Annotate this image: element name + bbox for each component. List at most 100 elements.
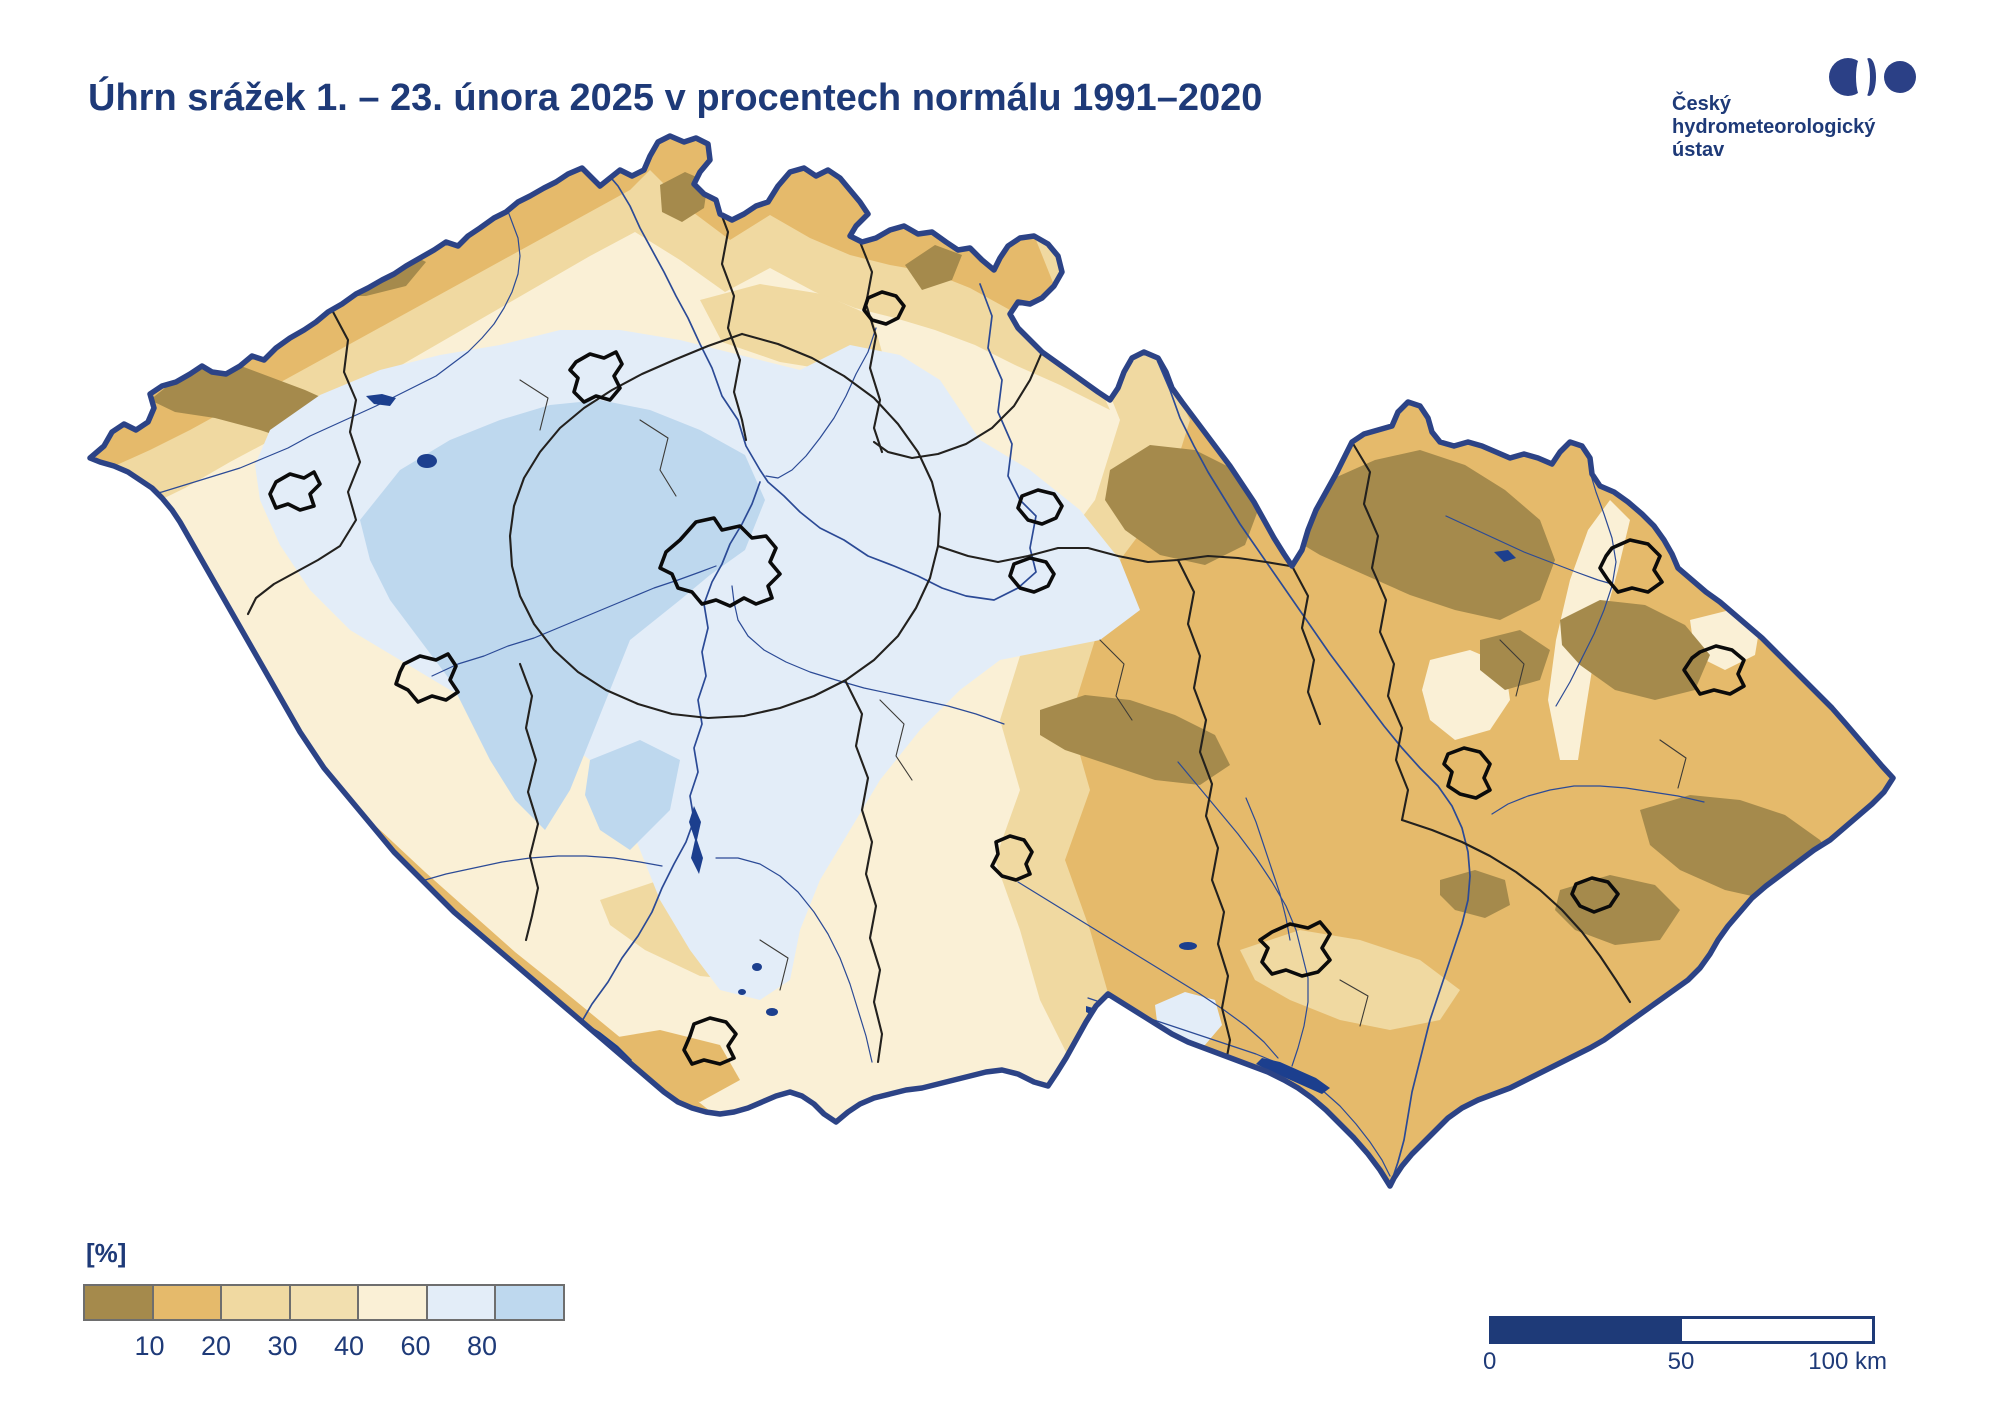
legend-tick-label: 30 [267, 1331, 298, 1361]
logo-line-3: ústav [1672, 139, 1725, 161]
scale-bar-filled-half [1492, 1319, 1682, 1341]
zone-gt80-south-lobe [585, 740, 680, 850]
kraj-border-ustecky-liberecky [714, 198, 748, 442]
nechranice-reservoir [366, 394, 396, 406]
river-otava [417, 855, 663, 883]
kraj-border-karlovarsky [246, 308, 362, 616]
kraj-border-olomoucky-moravskoslezsky [1350, 440, 1410, 822]
legend-tick-label: 60 [400, 1331, 431, 1361]
logo-line-2: hydrometeorologický [1672, 116, 1876, 138]
zone-lt10-orlicke [1030, 295, 1100, 350]
zone-lt10-krkonose [905, 245, 962, 290]
river-jizera [765, 327, 877, 479]
river-sazava [731, 585, 1005, 725]
city-boundary-plzen [394, 652, 460, 704]
legend-swatch [220, 1284, 291, 1321]
kraj-border-plzensky-jihocesky [518, 662, 540, 942]
river-vltava [577, 481, 761, 1029]
legend-tick-label: 40 [333, 1331, 365, 1361]
city-boundaries [268, 290, 1746, 1066]
region-borders [246, 198, 1687, 1064]
orlik-reservoir [689, 806, 703, 874]
trebon-pond-2 [766, 1008, 778, 1016]
country-border [87, 133, 1896, 1189]
city-boundary-karlovy-vary [268, 470, 322, 512]
city-boundary-ostrava [1598, 538, 1664, 594]
scale-bar-track [1489, 1316, 1875, 1344]
legend-tick-label: 10 [134, 1331, 165, 1361]
district-border-1 [639, 419, 677, 497]
legend-swatch [151, 1284, 222, 1321]
river-morava [1157, 361, 1471, 1181]
scale-bar-labels: 0 50 100 km [1483, 1348, 1887, 1375]
rivers [135, 167, 1705, 1181]
nove-mlyny-reservoir [1256, 1058, 1330, 1094]
city-boundary-liberec [862, 290, 906, 326]
city-boundary-ceske-budejovice [682, 1016, 738, 1066]
scale-bar: 0 50 100 km [1483, 1316, 1887, 1376]
legend-swatch [494, 1284, 565, 1321]
district-border-8 [1659, 739, 1687, 789]
district-border-7 [1339, 979, 1369, 1027]
scale-label-mid: 50 [1667, 1348, 1695, 1375]
legend-unit-label: [%] [86, 1238, 127, 1268]
city-boundary-olomouc [1442, 746, 1492, 800]
legend-color-bar [83, 1284, 565, 1321]
zone-lt10-jeseniky [1290, 450, 1555, 620]
kraj-border-pardubicky-south [936, 544, 1292, 568]
city-boundary-praha [658, 516, 782, 608]
river-ohre [135, 205, 521, 499]
river-berounka [431, 565, 717, 677]
legend-tick-label: 20 [200, 1331, 232, 1361]
zone-lt10-chriby [1440, 870, 1510, 918]
kraj-border-pardubicky-olomoucky [1290, 564, 1322, 726]
city-boundary-zlin [1570, 876, 1620, 914]
river-jihlava [1017, 881, 1279, 1059]
city-boundary-karvina [1682, 644, 1746, 696]
scale-label-end: 100 km [1808, 1348, 1887, 1375]
kraj-border-zlinsky-south [1400, 818, 1632, 1004]
legend-swatch [425, 1284, 496, 1321]
kraj-border-vysocina-jihomoravsky [1176, 558, 1232, 1064]
river-opava [1445, 515, 1613, 585]
zone-gt80-bohemia-core [360, 400, 765, 830]
kraj-border-liberecky-kralovehradecky [858, 240, 884, 454]
legend-swatch [83, 1284, 154, 1321]
city-boundary-pardubice [1008, 556, 1056, 594]
chmu-logo-icon [1829, 55, 1916, 100]
chmu-logo-text: Český hydrometeorologický ústav [1672, 93, 1875, 162]
district-border-2 [879, 699, 913, 781]
river-luznice [715, 857, 873, 1063]
kraj-border-kralovehradecky-pardubicky [872, 350, 1044, 460]
zone-lt10-vitkov [1480, 630, 1550, 690]
scale-label-start: 0 [1483, 1348, 1497, 1375]
zone-20-30-polabi-strip [700, 284, 882, 372]
river-labe [593, 167, 1037, 601]
legend-ticks: 10 20 30 40 60 80 [83, 1331, 553, 1361]
kraj-border-jihocesky-vysocina [844, 680, 884, 1064]
city-boundary-hradec-kralove [1016, 488, 1064, 526]
zone-lt10-zdar [1040, 695, 1230, 785]
zone-20-30-south-moravia [1240, 930, 1460, 1030]
slezska-harta-reservoir [1494, 550, 1516, 562]
district-border-5 [1499, 639, 1525, 697]
river-svitava [1245, 797, 1291, 941]
legend-swatch [357, 1284, 428, 1321]
zone-10-20-sumava-band [280, 745, 715, 1118]
city-boundary-brno [1258, 920, 1332, 978]
district-border-3 [1099, 639, 1133, 721]
legend-swatch [288, 1284, 359, 1321]
polabi-pond [417, 454, 437, 468]
river-svratka [1177, 761, 1309, 1067]
city-boundary-usti-nad-labem [568, 350, 624, 404]
chmu-logo: Český hydrometeorologický ústav [1660, 55, 1920, 175]
trebon-pond-3 [738, 989, 746, 995]
logo-line-1: Český [1672, 93, 1731, 115]
district-border-4 [519, 379, 549, 431]
trebon-pond-1 [752, 963, 762, 971]
dalesice-reservoir [1179, 942, 1197, 950]
page-title: Úhrn srážek 1. – 23. února 2025 v procen… [88, 77, 1263, 120]
legend-tick-label: 80 [466, 1331, 498, 1361]
